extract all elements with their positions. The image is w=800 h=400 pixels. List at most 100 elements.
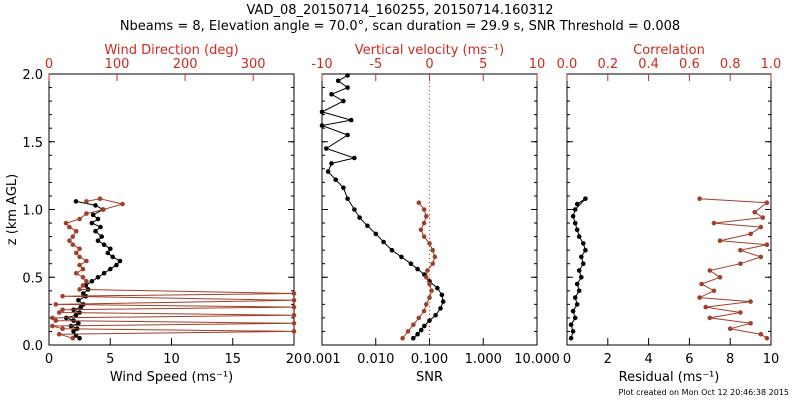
snr-series-0-point [325, 169, 331, 174]
residual-series-0-point [572, 295, 578, 300]
wind-xtick-label: 5 [106, 352, 114, 367]
snr-series-1-point [421, 220, 427, 226]
wind-ytick-label: 0.5 [22, 271, 43, 286]
residual-series-0-point [576, 234, 582, 239]
residual-series-0-point [583, 196, 588, 201]
residual-series-0-point [570, 214, 576, 219]
snr-series-0-point [341, 185, 346, 191]
snr-series-0-point [319, 109, 325, 115]
snr-series-1-point [430, 261, 436, 267]
residual-series-0-point [572, 207, 578, 212]
wind-series-1-point [56, 331, 62, 337]
snr-series-0-point [373, 231, 379, 237]
wind-top-tick-label: 300 [241, 57, 266, 72]
residual-series-0-point [583, 247, 588, 253]
snr-top-tick-label: 5 [479, 57, 487, 72]
snr-series-0-point [329, 92, 334, 97]
header-line-1: VAD_08_20150714_160255, 20150714.160312 [247, 3, 554, 18]
wind-top-tick-label: 200 [173, 57, 198, 72]
snr-series-1-point [432, 254, 438, 260]
residual-series-0-point [579, 254, 584, 260]
wind-series-0-point [71, 329, 76, 334]
snr-series-0-point [433, 312, 438, 318]
wind-series-0-point [117, 258, 123, 264]
wind-xtick-label: 15 [224, 352, 241, 367]
wind-series-1-point [80, 275, 86, 280]
snr-top-tick-label: -5 [369, 57, 382, 72]
wind-xtick-label: 0 [45, 352, 53, 367]
residual-xlabel: Residual (ms⁻¹) [619, 370, 720, 385]
wind-series-0-point [76, 321, 81, 326]
wind-series-0-point [95, 275, 101, 280]
snr-series-0-point [415, 331, 420, 337]
wind-series-0-point [108, 266, 113, 272]
wind-series-1-point [63, 220, 69, 226]
residual-series-1-point [727, 326, 733, 332]
wind-series-1-point [291, 298, 297, 303]
residual-series-0-point [568, 335, 574, 341]
snr-xlabel: SNR [416, 370, 443, 385]
residual-top-tick-label: 0.6 [679, 57, 700, 72]
residual-xtick-label: 8 [726, 352, 734, 367]
wind-series-1-point [70, 242, 76, 247]
residual-series-1-point [764, 242, 770, 247]
snr-series-0-point [352, 207, 357, 212]
residual-series-1-point [711, 288, 717, 294]
wind-top-tick-label: 100 [105, 57, 130, 72]
residual-series-0-point [568, 322, 574, 328]
residual-top-tick-label: 1.0 [761, 57, 782, 72]
wind-series-1-point [97, 196, 103, 201]
snr-series-0-point [345, 85, 350, 90]
wind-series-0-point [89, 220, 95, 226]
snr-series-1-point [421, 308, 427, 314]
wind-series-1-point [56, 310, 62, 315]
residual-series-1-point [758, 224, 764, 230]
snr-series-1-point [416, 200, 422, 205]
snr-series-0-point [345, 132, 350, 138]
residual-series-0-point [574, 201, 580, 207]
snr-xtick-label: 1.000 [465, 352, 502, 367]
wind-series-0-point [98, 224, 103, 230]
residual-series-0-point [576, 268, 582, 273]
residual-series-0-point [581, 241, 586, 246]
snr-series-0-line [320, 74, 444, 339]
residual-xtick-label: 0 [563, 352, 571, 367]
wind-xlabel: Wind Speed (ms⁻¹) [110, 370, 233, 385]
wind-series-0-point [81, 291, 86, 296]
header-line-2: Nbeams = 8, Elevation angle = 70.0°, sca… [120, 19, 680, 34]
residual-series-1-point [764, 200, 770, 205]
wind-ytick-label: 0.0 [22, 339, 43, 354]
footer-created: Plot created on Mon Oct 12 20:46:38 2015 [619, 388, 789, 397]
wind-series-1-point [80, 266, 86, 272]
residual-series-1-point [699, 281, 704, 287]
wind-series-0-point [95, 238, 101, 243]
snr-series-0-point [319, 123, 325, 128]
residual-series-0-point [570, 308, 576, 314]
residual-series-1-point [738, 261, 743, 267]
wind-series-1-point [73, 250, 79, 256]
wind-series-1-point [50, 315, 55, 321]
wind-series-1-point [67, 238, 72, 243]
wind-series-0-point [93, 203, 98, 208]
wind-series-1-point [70, 335, 76, 341]
snr-series-1-point [416, 315, 422, 321]
wind-series-1-point [73, 270, 79, 276]
snr-series-0-point [345, 73, 350, 78]
wind-series-1-line [50, 198, 295, 339]
residual-series-1-point [703, 304, 708, 310]
snr-series-0-point [422, 323, 427, 329]
residual-series-1-point [758, 254, 764, 260]
snr-series-1-point [425, 268, 430, 273]
wind-ytick-label: 1.0 [22, 204, 43, 219]
snr-series-1-point [405, 329, 411, 334]
wind-series-0-point [73, 312, 79, 318]
wind-series-1-point [84, 279, 89, 284]
residual-series-1-point [707, 315, 713, 321]
snr-series-0-point [357, 215, 362, 220]
wind-series-0-point [101, 242, 107, 247]
residual-series-0-point [574, 227, 580, 233]
residual-series-1-point [760, 215, 766, 220]
